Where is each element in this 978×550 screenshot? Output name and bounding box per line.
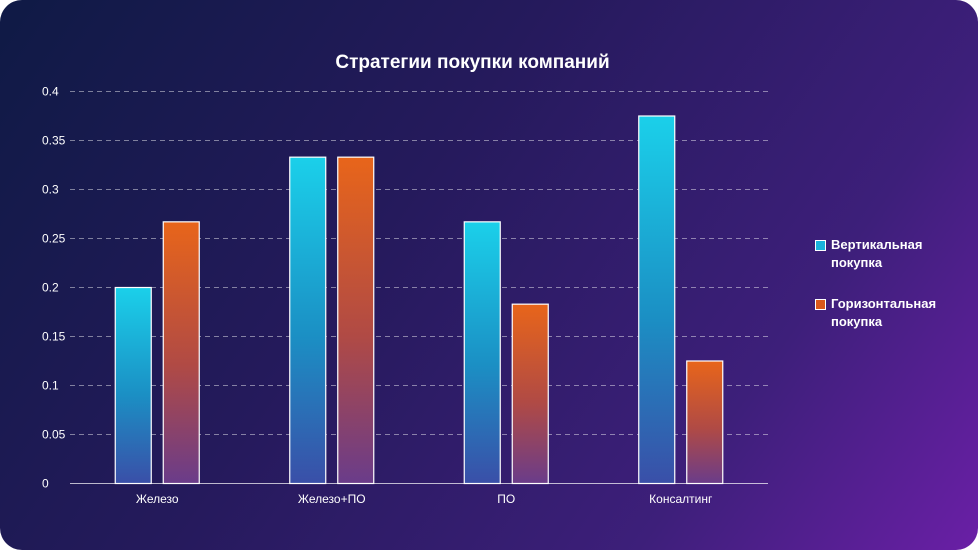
legend-item-vertical: Вертикальная покупка [815,236,965,272]
x-tick-label: Железо+ПО [298,492,366,506]
bar-vertical-3 [638,115,676,485]
y-tick-label: 0.1 [42,379,59,393]
y-tick-label: 0 [42,477,49,491]
x-tick-label: ПО [497,492,515,506]
bar-vertical-2 [463,221,501,485]
bar-horizontal-3 [686,360,724,485]
bar-vertical-0 [114,286,152,485]
legend-label-horizontal: Горизонтальная покупка [831,296,937,329]
bar-horizontal-1 [337,156,375,485]
y-tick-label: 0.2 [42,281,59,295]
legend-swatch-horizontal [815,299,826,310]
bar-vertical-1 [289,156,327,485]
legend-swatch-vertical [815,240,826,251]
legend-label-vertical: Вертикальная покупка [831,237,923,270]
legend-item-horizontal: Горизонтальная покупка [815,295,965,331]
y-tick-label: 0.05 [42,428,66,442]
y-tick-label: 0.25 [42,232,66,246]
y-tick-label: 0.3 [42,183,59,197]
x-tick-label: Железо [136,492,179,506]
y-tick-label: 0.4 [42,85,59,99]
y-tick-label: 0.35 [42,134,66,148]
bar-horizontal-2 [511,303,549,485]
legend: Вертикальная покупка Горизонтальная поку… [815,236,965,354]
chart-title: Стратегии покупки компаний [335,52,610,73]
y-tick-label: 0.15 [42,330,66,344]
x-tick-label: Консалтинг [649,492,713,506]
bar-horizontal-0 [162,221,200,485]
